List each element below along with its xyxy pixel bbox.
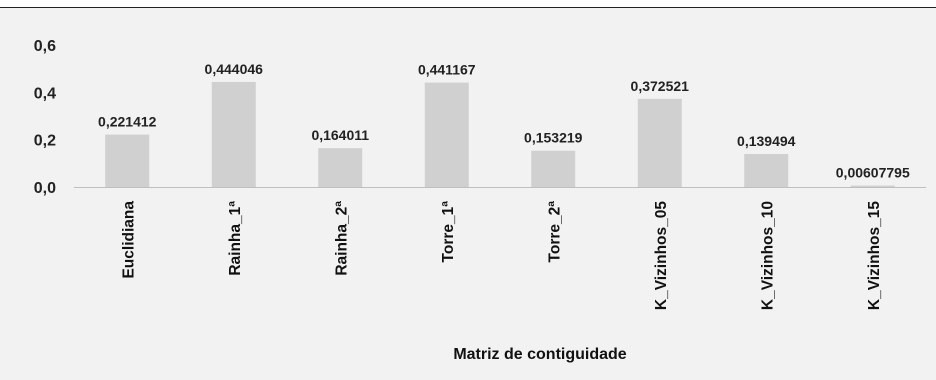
bar [850, 185, 895, 187]
y-tick-label: 0,4 [34, 85, 56, 102]
bars [105, 81, 895, 187]
y-tick-label: 0,0 [34, 180, 56, 197]
x-axis-title: Matriz de contiguidade [453, 346, 626, 363]
top-border-line [0, 7, 936, 8]
category-labels: Euclidiana Rainha_1ª Rainha_2ª Torre_1ª Torr… [120, 201, 883, 311]
bar [424, 82, 469, 187]
bar [318, 148, 363, 187]
data-labels: 0,221412 0,444046 0,164011 0,441167 0,153219… [98, 61, 910, 181]
category-label: Torre_2ª [546, 201, 563, 263]
data-label: 0,372521 [631, 78, 690, 94]
category-label: K_Vizinhos_10 [759, 201, 776, 310]
category-label: Euclidiana [120, 201, 137, 279]
category-label: K_Vizinhos_15 [866, 201, 883, 311]
bar [105, 134, 150, 187]
data-label: 0,164011 [311, 127, 369, 143]
data-label: 0,139494 [737, 133, 796, 149]
bar [637, 98, 682, 187]
category-label: Torre_1ª [440, 201, 457, 263]
bar [211, 81, 256, 187]
y-tick-label: 0,2 [34, 133, 56, 150]
bar [531, 150, 576, 187]
category-label: K_Vizinhos_05 [653, 201, 670, 311]
y-axis-ticks: 0,0 0,2 0,4 0,6 [34, 38, 56, 197]
data-label: 0,221412 [98, 114, 157, 130]
plot-background [0, 8, 936, 380]
category-label: Rainha_1ª [227, 201, 244, 276]
data-label: 0,441167 [418, 62, 476, 78]
data-label: 0,444046 [205, 61, 264, 77]
bar [744, 153, 789, 187]
data-label: 0,00607795 [836, 165, 910, 181]
category-label: Rainha_2ª [333, 201, 350, 276]
y-tick-label: 0,6 [34, 38, 56, 55]
data-label: 0,153219 [524, 130, 583, 146]
